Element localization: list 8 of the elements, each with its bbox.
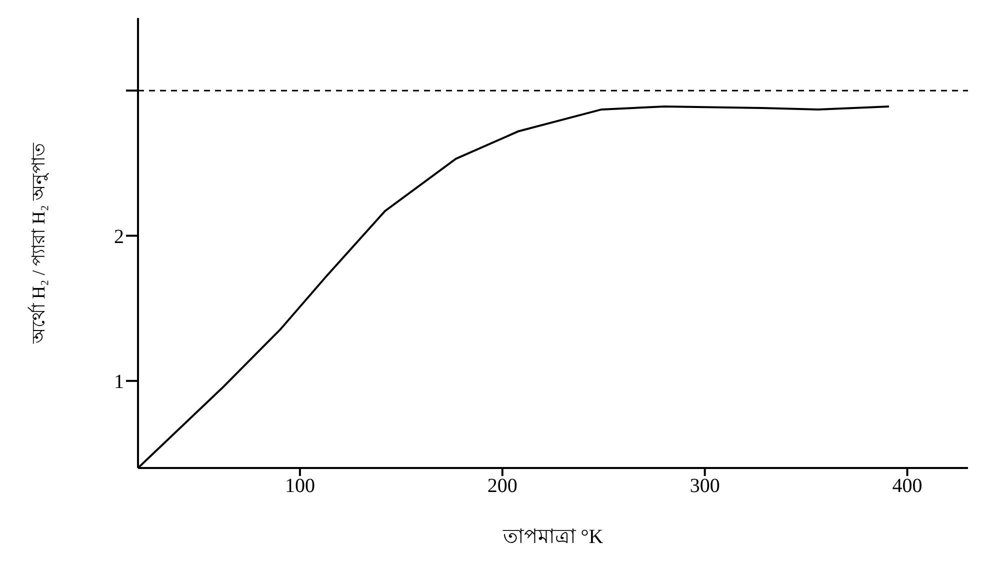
- x-axis-title: তাপমাত্রা °K: [502, 526, 604, 548]
- x-tick-label: 400: [892, 475, 922, 498]
- x-tick-label: 200: [487, 475, 518, 498]
- x-tick-label: 100: [284, 475, 315, 498]
- x-tick-label: 300: [690, 475, 720, 498]
- y-tick-label: 2: [114, 226, 124, 248]
- y-tick-label: 1: [114, 371, 124, 394]
- y-axis-title: অর্থো H₂ / প্যারা H₂ অনুপাত: [27, 142, 48, 345]
